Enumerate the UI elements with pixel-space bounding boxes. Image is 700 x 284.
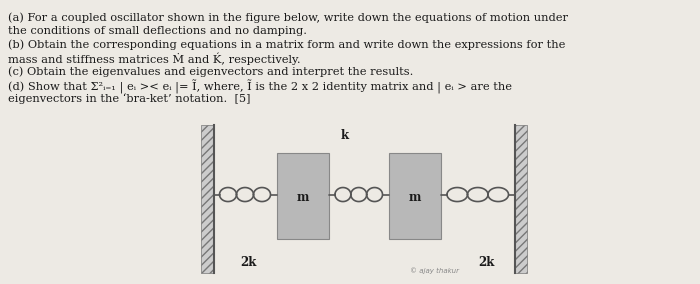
Text: eigenvectors in the ‘bra-ket’ notation.  [5]: eigenvectors in the ‘bra-ket’ notation. …	[8, 93, 251, 104]
Text: m: m	[297, 191, 309, 204]
Bar	[514, 125, 527, 273]
Text: 2k: 2k	[478, 256, 495, 269]
Bar	[276, 153, 329, 239]
Text: (b) Obtain the corresponding equations in a matrix form and write down the expre: (b) Obtain the corresponding equations i…	[8, 39, 566, 50]
Bar	[201, 125, 214, 273]
Text: mass and stiffness matrices Ṁ and Ḱ, respectively.: mass and stiffness matrices Ṁ and Ḱ, res…	[8, 53, 300, 65]
Bar	[389, 153, 441, 239]
Text: m: m	[409, 191, 421, 204]
Text: (c) Obtain the eigenvalues and eigenvectors and interpret the results.: (c) Obtain the eigenvalues and eigenvect…	[8, 66, 414, 77]
Text: 2k: 2k	[240, 256, 257, 269]
Text: k: k	[341, 129, 349, 142]
Text: © ajay thakur: © ajay thakur	[410, 267, 459, 273]
Text: (a) For a coupled oscillator shown in the figure below, write down the equations: (a) For a coupled oscillator shown in th…	[8, 12, 568, 22]
Text: (d) Show that Σ²ᵢ₌₁ | eᵢ >< eᵢ |= Ĩ, where, Ĩ is the 2 x 2 identity matrix and |: (d) Show that Σ²ᵢ₌₁ | eᵢ >< eᵢ |= Ĩ, whe…	[8, 80, 512, 94]
Text: the conditions of small deflections and no damping.: the conditions of small deflections and …	[8, 26, 307, 36]
